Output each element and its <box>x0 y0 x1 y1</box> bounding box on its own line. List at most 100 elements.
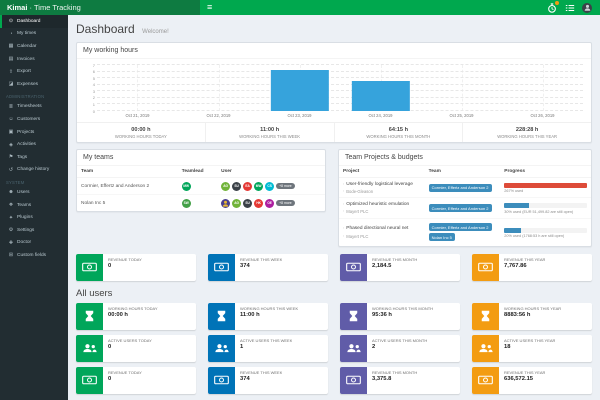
sidebar-item-activities[interactable]: ◈ Activities <box>0 138 68 151</box>
stat-box-value: 8883:56 h <box>504 312 531 319</box>
stat-label: WORKING HOURS THIS MONTH <box>366 133 431 139</box>
stat-box-content: ACTIVE USERS TODAY 0 <box>103 335 157 362</box>
stat-box-label: REVENUE THIS MONTH <box>372 256 418 262</box>
chart-gridline: 7 <box>93 63 583 68</box>
money-icon <box>472 366 499 394</box>
table-row[interactable]: ▫ User-friendly logistical leverage ▫ Bode-… <box>339 177 591 199</box>
stat-box-label: ACTIVE USERS THIS MONTH <box>372 337 428 343</box>
sidebar-item-plugins[interactable]: ✦ Plugins <box>0 211 68 224</box>
brand-name: Kimai <box>7 3 28 12</box>
sidebar-item-dashboard[interactable]: ⊙ Dashboard <box>0 15 68 28</box>
app-logo[interactable]: Kimai · Time Tracking <box>0 0 200 15</box>
customers-icon: ☺ <box>8 116 14 123</box>
sidebar-item-users[interactable]: ☻ Users <box>0 186 68 199</box>
chart-gridline: 2 <box>93 95 583 100</box>
sidebar-item-custom-fields[interactable]: ⊞ Custom fields <box>0 249 68 262</box>
table-row[interactable]: Cormier, Effertz and Anderson 2 MW AG SU EA M… <box>77 177 325 195</box>
my-revenue-row: REVENUE TODAY 0 REVENUE THIS WEEK 374 REVENU… <box>76 253 592 281</box>
progress-bar-track <box>504 182 587 188</box>
sidebar-item-customers[interactable]: ☺ Customers <box>0 113 68 126</box>
stat-box-label: WORKING HOURS THIS YEAR <box>504 305 562 311</box>
sidebar-item-my-times[interactable]: ◔ My times <box>0 28 68 41</box>
stat-box-value: 0 <box>108 376 112 383</box>
sidebar-section-label: System <box>6 179 25 185</box>
progress-cell: 30% used (EUR 51,499.82 are still open) <box>500 197 591 219</box>
stat-value: 00:00 h <box>131 126 151 133</box>
project-cell: ▫ User-friendly logistical leverage ▫ Bode-… <box>339 177 425 199</box>
money-icon <box>76 253 103 281</box>
user-avatar[interactable] <box>582 2 592 13</box>
sidebar-item-label: Plugins <box>17 215 33 221</box>
sidebar-item-expenses[interactable]: ◪ Expenses <box>0 78 68 91</box>
x-tick-label: Oct 24, 2019 <box>368 113 393 118</box>
sidebar-section-label: Administration <box>6 94 45 100</box>
tasks-icon[interactable] <box>564 2 575 13</box>
sidebar-item-calendar[interactable]: ▦ Calendar <box>0 40 68 53</box>
teamlead-avatar: SW <box>181 198 191 208</box>
table-row[interactable]: ▫ Phased directional neural net ▫ Mayert PL… <box>339 218 591 246</box>
sidebar-item-invoices[interactable]: ▤ Invoices <box>0 53 68 66</box>
users-cell: AG SU HK OE +8 more <box>217 195 325 212</box>
stat-box-content: REVENUE TODAY 0 <box>103 367 147 394</box>
column-header: Progress <box>500 166 591 178</box>
user-avatar-list: AG SU HK OE +8 more <box>221 198 321 208</box>
stat-box: ACTIVE USERS TODAY 0 <box>76 334 196 362</box>
stat-box-content: WORKING HOURS THIS WEEK 11:00 h <box>235 303 303 330</box>
progress-bar-track <box>504 203 587 209</box>
teamlead-avatar: MW <box>181 181 191 191</box>
stat-box-content: ACTIVE USERS THIS YEAR 18 <box>499 335 560 362</box>
more-users-badge: +8 more <box>276 183 295 189</box>
projects-icon: ▣ <box>8 129 14 136</box>
teams-table-head: Team Teamlead User <box>77 166 325 178</box>
stat-box-label: ACTIVE USERS THIS WEEK <box>240 337 293 343</box>
team-projects-panel-title: Team Projects & budgets <box>339 150 591 166</box>
sidebar-item-export[interactable]: ⇧ Export <box>0 65 68 78</box>
column-header: User <box>217 166 325 178</box>
customer-icon: ▫ <box>343 188 345 193</box>
sidebar-item-change-history[interactable]: ↺ Change history <box>0 164 68 177</box>
stat-box: REVENUE THIS MONTH 3,375.8 <box>340 366 460 394</box>
stat-box-label: ACTIVE USERS THIS YEAR <box>504 337 556 343</box>
top-navbar: Kimai · Time Tracking ≡ <box>0 0 600 15</box>
stat-box-value: 18 <box>504 344 511 351</box>
stat-box-label: REVENUE THIS WEEK <box>240 256 283 262</box>
timer-icon[interactable] <box>546 1 559 13</box>
stat-box-value: 2,184.5 <box>372 263 392 270</box>
x-tick-label: Oct 22, 2019 <box>206 113 231 118</box>
sidebar-item-settings[interactable]: ⚙ Settings <box>0 224 68 237</box>
team-badges-cell: Cormier, Effertz and Anderson 2 <box>424 197 501 219</box>
sidebar: ⊙ Dashboard ◔ My times ▦ Calendar ▤ Invoices ⇧ Ex… <box>0 15 68 400</box>
project-name-text: User-friendly logistical leverage <box>346 181 413 187</box>
sidebar-item-projects[interactable]: ▣ Projects <box>0 126 68 139</box>
stat-box-content: WORKING HOURS THIS MONTH 95:36 h <box>367 303 438 330</box>
stat-box-value: 95:36 h <box>372 312 392 319</box>
table-row[interactable]: ▫ Optimized heuristic emulation ▫ Mayert PL… <box>339 197 591 219</box>
y-tick-label: 6 <box>92 69 95 75</box>
projects-table-body: ▫ User-friendly logistical leverage ▫ Bode-… <box>339 177 591 246</box>
users-icon <box>340 334 367 362</box>
stat-box-value: 2 <box>372 344 376 351</box>
sidebar-toggle-icon[interactable]: ≡ <box>207 2 213 12</box>
progress-bar-fill <box>504 182 587 188</box>
project-name: ▫ Phased directional neural net <box>343 226 421 232</box>
sidebar-item-label: Export <box>17 69 31 75</box>
expenses-icon: ◪ <box>8 81 14 88</box>
sidebar-item-teams[interactable]: ❖ Teams <box>0 199 68 212</box>
customer-name-text: Mayert PLC <box>346 209 369 215</box>
stat-box-content: REVENUE THIS YEAR 636,572.15 <box>499 367 550 394</box>
doctor-icon: ✚ <box>8 239 14 246</box>
table-row[interactable]: Nolan Inc 5 SW AG SU HK OE +8 more <box>77 195 325 212</box>
sidebar-item-doctor[interactable]: ✚ Doctor <box>0 237 68 250</box>
chart-bar <box>270 69 329 111</box>
sidebar-item-tags[interactable]: ⚑ Tags <box>0 151 68 164</box>
money-icon <box>208 253 235 281</box>
sidebar-item-timesheets[interactable]: ≣ Timesheets <box>0 101 68 114</box>
all-users-stat-row: ACTIVE USERS TODAY 0 ACTIVE USERS THIS WEE… <box>76 334 592 362</box>
stat-label: WORKING HOURS THIS YEAR <box>497 133 558 139</box>
stat-box-label: WORKING HOURS TODAY <box>108 305 158 311</box>
my-teams-panel: My teams Team Teamlead User Cormier, Effert… <box>76 149 326 212</box>
page-header: Dashboard Welcome! <box>68 15 600 42</box>
visibility-icon: ▫ <box>343 226 345 231</box>
user-avatar: SU <box>232 181 242 191</box>
stat-box-value: 7,767.86 <box>504 263 527 270</box>
